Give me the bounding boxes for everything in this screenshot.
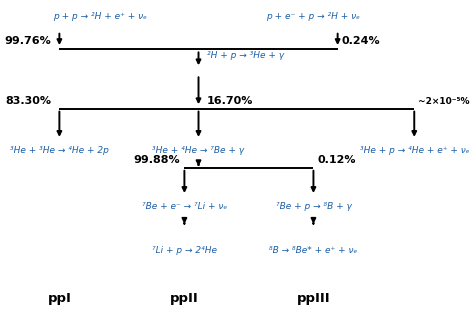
Text: ppIII: ppIII xyxy=(297,292,330,305)
Text: ~2×10⁻⁵%: ~2×10⁻⁵% xyxy=(418,97,470,106)
Text: ⁸B → ⁸Be* + e⁺ + νₑ: ⁸B → ⁸Be* + e⁺ + νₑ xyxy=(269,246,357,255)
Text: 83.30%: 83.30% xyxy=(5,95,51,106)
Text: ⁷Li + p → 2⁴He: ⁷Li + p → 2⁴He xyxy=(152,246,217,255)
Text: ³He + ³He → ⁴He + 2p: ³He + ³He → ⁴He + 2p xyxy=(10,146,109,155)
Text: ppI: ppI xyxy=(47,292,71,305)
Text: 0.24%: 0.24% xyxy=(342,36,380,46)
Text: ⁷Be + p → ⁸B + γ: ⁷Be + p → ⁸B + γ xyxy=(275,202,351,211)
Text: 16.70%: 16.70% xyxy=(207,95,253,106)
Text: ³He + p → ⁴He + e⁺ + νₑ: ³He + p → ⁴He + e⁺ + νₑ xyxy=(359,146,469,155)
Text: ⁷Be + e⁻ → ⁷Li + νₑ: ⁷Be + e⁻ → ⁷Li + νₑ xyxy=(142,202,227,211)
Text: ppII: ppII xyxy=(170,292,199,305)
Text: 99.88%: 99.88% xyxy=(134,155,181,165)
Text: 99.76%: 99.76% xyxy=(5,36,51,46)
Text: ³He + ⁴He → ⁷Be + γ: ³He + ⁴He → ⁷Be + γ xyxy=(153,146,245,155)
Text: p + p → ²H + e⁺ + νₑ: p + p → ²H + e⁺ + νₑ xyxy=(53,12,146,21)
Text: ²H + p → ³He + γ: ²H + p → ³He + γ xyxy=(207,51,284,60)
Text: 0.12%: 0.12% xyxy=(318,155,356,165)
Text: p + e⁻ + p → ²H + νₑ: p + e⁻ + p → ²H + νₑ xyxy=(266,12,360,21)
